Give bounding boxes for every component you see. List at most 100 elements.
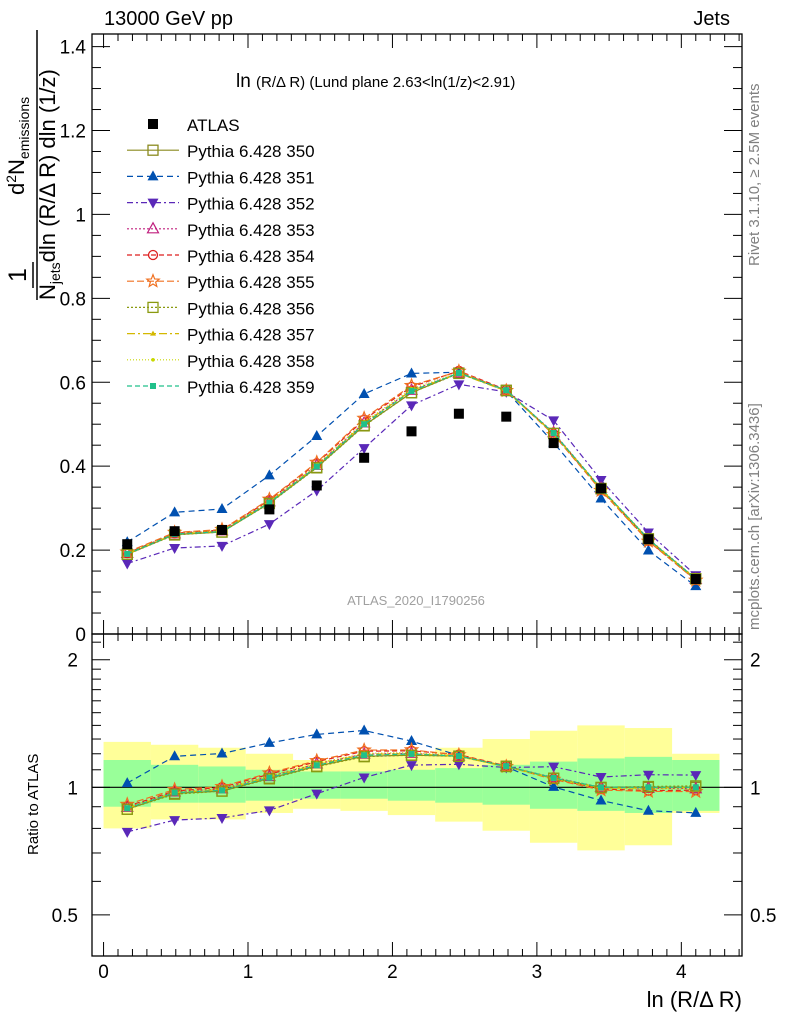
legend-marker-6 <box>147 301 159 314</box>
ratio-point-9 <box>692 784 699 791</box>
legend-marker-7 <box>150 330 156 336</box>
x-tick-label: 2 <box>387 962 398 983</box>
series-point-1 <box>216 502 228 513</box>
x-tick-label: 4 <box>676 962 687 983</box>
ratio-point-1 <box>216 747 228 758</box>
ratio-point-2 <box>358 773 370 784</box>
legend-marker-5 <box>145 273 161 288</box>
ylabel-num-sup: 2 <box>3 175 19 183</box>
series-point-1 <box>311 429 323 440</box>
ratio-y-tick-label: 1 <box>67 778 78 799</box>
atlas-point <box>548 438 559 449</box>
legend-label-2: Pythia 6.428 352 <box>187 195 315 214</box>
atlas-point <box>690 574 701 585</box>
series-point-2 <box>453 380 465 391</box>
atlas-point <box>311 480 322 491</box>
ratio-point-2 <box>216 813 228 824</box>
ylabel-frac2-num: d2Nemissions <box>3 97 32 195</box>
atlas-point <box>453 408 464 419</box>
legend-marker-atlas <box>148 119 158 129</box>
ratio-point-6 <box>500 760 512 773</box>
ylabel-den-rest: dln (R/Δ R) dln (1/z) <box>35 69 60 262</box>
ratio-point-2 <box>690 771 702 782</box>
ratio-point-1 <box>548 780 560 791</box>
legend-label-5: Pythia 6.428 355 <box>187 273 315 292</box>
ratio-y-tick-label-right: 0.5 <box>750 906 776 927</box>
ratio-point-2 <box>263 806 275 817</box>
ratio-point-9 <box>219 787 225 794</box>
series-point-9 <box>408 388 415 395</box>
legend-label-6: Pythia 6.428 356 <box>187 299 315 318</box>
legend-marker-8 <box>151 358 155 362</box>
series-point-9 <box>124 550 131 557</box>
x-tick-label: 3 <box>532 962 543 983</box>
y-tick-label: 0.6 <box>60 373 86 394</box>
legend-marker-9 <box>150 383 156 389</box>
ratio-point-2 <box>642 770 654 781</box>
series-point-1 <box>358 388 370 398</box>
legend-label-0: Pythia 6.428 350 <box>187 142 315 161</box>
ratio-panel-series <box>119 724 704 838</box>
series-point-9 <box>550 430 557 437</box>
ylabel-frac1-den: Njetsdln (R/Δ R) dln (1/z) <box>35 69 63 300</box>
ratio-point-6 <box>453 750 465 763</box>
legend-label-1: Pythia 6.428 351 <box>187 168 315 187</box>
ratio-point-9 <box>361 752 368 759</box>
main-panel-series <box>119 363 704 591</box>
ratio-point-9 <box>503 763 510 770</box>
atlas-point <box>643 534 654 545</box>
ratio-point-1 <box>311 728 323 739</box>
y-tick-label: 0.2 <box>60 541 86 562</box>
series-point-9 <box>266 499 273 506</box>
ratio-point-9 <box>645 784 652 791</box>
series-point-2 <box>406 401 418 412</box>
ylabel-den-sub: jets <box>47 262 63 285</box>
series-point-2 <box>263 520 275 531</box>
legend-marker-3 <box>146 221 160 234</box>
series-point-2 <box>358 444 370 455</box>
header-left: 13000 GeV pp <box>104 8 233 30</box>
ratio-uncertainty-bands <box>103 725 720 851</box>
series-point-1 <box>690 580 702 591</box>
legend-label-7: Pythia 6.428 357 <box>187 326 315 345</box>
band-green <box>387 769 436 801</box>
legend-label-atlas: ATLAS <box>187 116 240 135</box>
y-tick-label: 0.4 <box>60 457 87 478</box>
y-tick-label: 1 <box>75 205 86 226</box>
ratio-point-2 <box>453 760 465 771</box>
ylabel-num-d: d <box>4 183 29 195</box>
ratio-point-9 <box>550 774 557 781</box>
y-tick-label: 1.2 <box>60 122 86 143</box>
ratio-point-9 <box>171 789 178 796</box>
atlas-point <box>596 483 607 494</box>
series-point-9 <box>503 387 510 394</box>
legend-label-3: Pythia 6.428 353 <box>187 221 315 240</box>
plot-title-sub: (R/Δ R) (Lund plane 2.63<ln(1/z)<2.91) <box>256 74 515 91</box>
ylabel-ratio: Ratio to ATLAS <box>25 754 42 855</box>
y-tick-label: 0 <box>75 625 86 646</box>
legend-marker-0 <box>147 144 159 156</box>
series-point-2 <box>595 476 607 487</box>
ratio-point-2 <box>548 762 560 773</box>
ratio-point-1 <box>169 750 181 761</box>
atlas-point <box>406 426 417 437</box>
legend-label-8: Pythia 6.428 358 <box>187 352 315 371</box>
ratio-point-1 <box>121 777 133 788</box>
atlas-point <box>169 526 180 537</box>
ylabel-den-n: N <box>35 284 60 300</box>
ratio-point-2 <box>121 827 133 838</box>
atlas-point <box>217 524 227 535</box>
series-point-2 <box>548 416 560 427</box>
legend-marker-2 <box>147 198 159 209</box>
ratio-point-1 <box>595 794 607 805</box>
ratio-point-1 <box>263 736 275 747</box>
rivet-label: Rivet 3.1.10, ≥ 2.5M events <box>746 83 763 267</box>
ratio-point-9 <box>266 774 273 781</box>
x-tick-label: 1 <box>243 962 254 983</box>
ratio-point-2 <box>406 761 418 772</box>
series-point-2 <box>169 543 181 554</box>
ratio-y-tick-label-right: 2 <box>750 651 761 672</box>
y-tick-label: 1.4 <box>60 38 87 59</box>
ylabel-main: 1 Njetsdln (R/Δ R) dln (1/z) d2Nemission… <box>3 30 63 300</box>
